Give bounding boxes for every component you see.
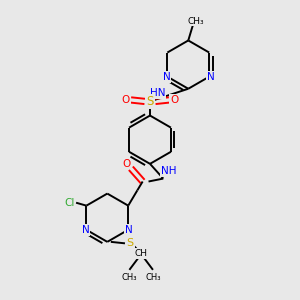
Text: CH: CH <box>135 249 148 258</box>
Text: O: O <box>122 158 130 169</box>
Text: CH₃: CH₃ <box>145 273 161 282</box>
Text: N: N <box>163 72 170 82</box>
Text: CH₃: CH₃ <box>188 16 205 26</box>
Text: CH₃: CH₃ <box>122 273 137 282</box>
Text: NH: NH <box>161 166 176 176</box>
Text: O: O <box>170 95 178 105</box>
Text: S: S <box>146 95 154 108</box>
Text: N: N <box>125 225 133 235</box>
Text: N: N <box>82 225 89 235</box>
Text: N: N <box>207 72 214 82</box>
Text: HN: HN <box>150 88 165 98</box>
Text: S: S <box>127 238 134 248</box>
Text: Cl: Cl <box>64 198 74 208</box>
Text: O: O <box>122 95 130 105</box>
